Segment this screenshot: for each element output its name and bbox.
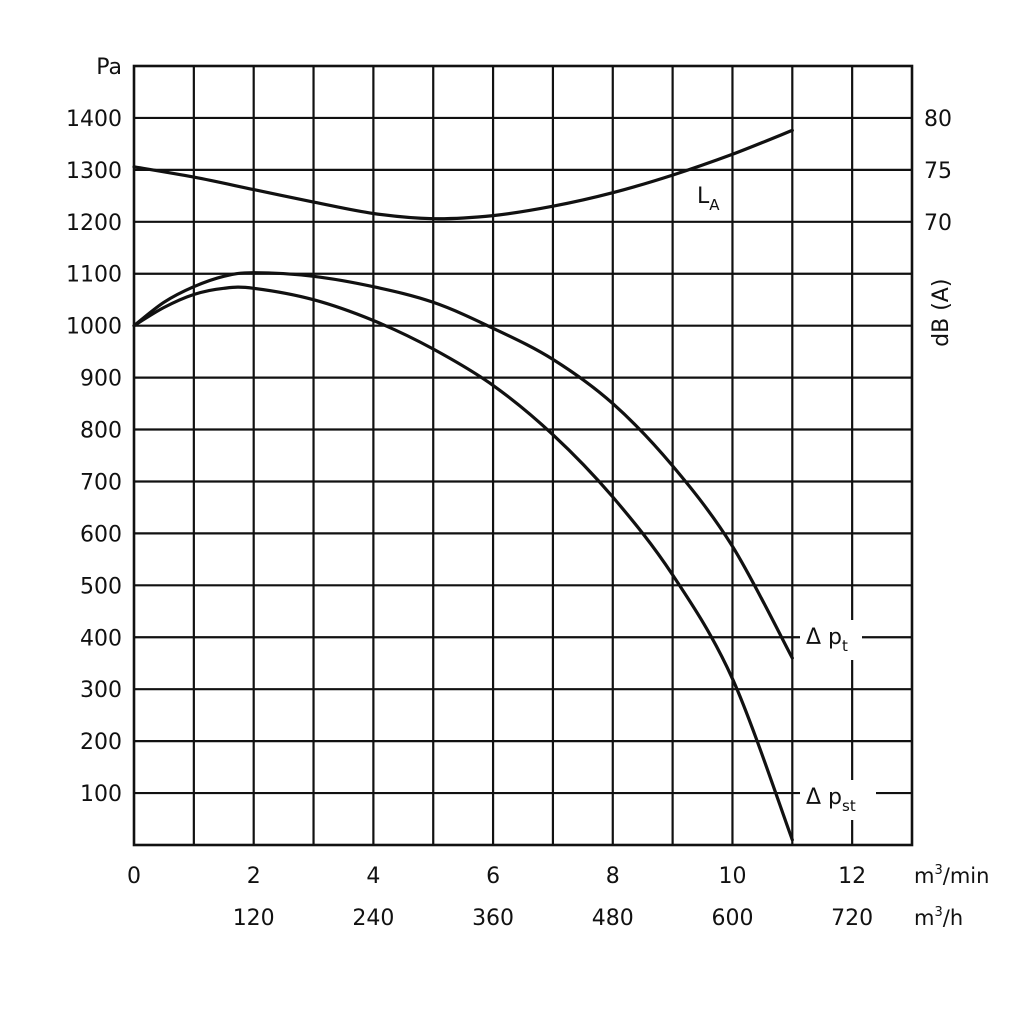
label-backing bbox=[800, 780, 876, 820]
y-axis-unit: Pa bbox=[96, 55, 122, 80]
x-tick-label-secondary: 720 bbox=[831, 906, 873, 931]
x-tick-label: 2 bbox=[247, 864, 261, 889]
y-tick-label: 1200 bbox=[66, 211, 122, 236]
x-tick-label-secondary: 240 bbox=[352, 906, 394, 931]
x-tick-label: 10 bbox=[718, 864, 746, 889]
y-tick-label: 400 bbox=[80, 626, 122, 651]
la-curve bbox=[132, 128, 794, 221]
y-tick-label: 1100 bbox=[66, 263, 122, 288]
plot-frame bbox=[132, 64, 914, 847]
x-tick-label-secondary: 480 bbox=[592, 906, 634, 931]
x-tick-label: 0 bbox=[127, 864, 141, 889]
y-tick-label: 500 bbox=[80, 574, 122, 599]
y2-tick-label: 75 bbox=[924, 159, 952, 184]
y2-tick-label: 80 bbox=[924, 107, 952, 132]
x-tick-label: 8 bbox=[606, 864, 620, 889]
y-tick-label: 1300 bbox=[66, 159, 122, 184]
la-series-label: LA bbox=[697, 184, 720, 214]
curves bbox=[132, 128, 794, 842]
y-tick-label: 300 bbox=[80, 678, 122, 703]
y-tick-label: 1000 bbox=[66, 315, 122, 340]
y-tick-label: 200 bbox=[80, 730, 122, 755]
x-tick-label: 4 bbox=[366, 864, 380, 889]
y-tick-label: 700 bbox=[80, 470, 122, 495]
x-tick-label: 6 bbox=[486, 864, 500, 889]
x-tick-label-secondary: 360 bbox=[472, 906, 514, 931]
y-tick-label: 100 bbox=[80, 782, 122, 807]
delta-pst-curve bbox=[132, 285, 794, 842]
y-tick-label: 1400 bbox=[66, 107, 122, 132]
x-axis-unit-primary: m3/min bbox=[914, 863, 989, 888]
x-tick-label: 12 bbox=[838, 864, 866, 889]
delta-pt-series-label: Δ pt bbox=[806, 625, 848, 655]
y-tick-label: 800 bbox=[80, 419, 122, 444]
x-tick-label-secondary: 600 bbox=[711, 906, 753, 931]
y-tick-label: 900 bbox=[80, 367, 122, 392]
x-axis-unit-secondary: m3/h bbox=[914, 905, 963, 930]
y2-axis-title: dB (A) bbox=[929, 279, 954, 347]
grid-lines bbox=[132, 64, 914, 847]
delta-pt-curve bbox=[132, 271, 794, 660]
label-backing bbox=[800, 620, 862, 660]
y-tick-label: 600 bbox=[80, 522, 122, 547]
labels: 1002003004005006007008009001000110012001… bbox=[66, 55, 989, 931]
delta-pst-series-label: Δ pst bbox=[806, 785, 856, 815]
y2-tick-label: 70 bbox=[924, 211, 952, 236]
x-tick-label-secondary: 120 bbox=[233, 906, 275, 931]
